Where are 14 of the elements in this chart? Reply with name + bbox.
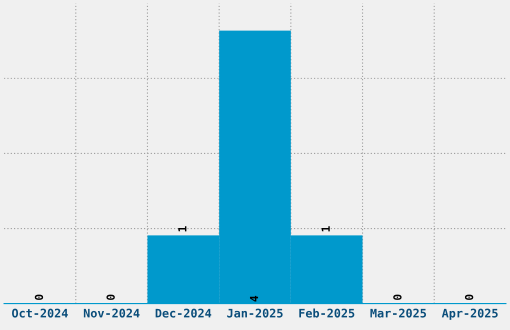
data-label: 0: [464, 294, 474, 300]
data-label: 0: [106, 294, 115, 300]
data-label: 4: [250, 296, 258, 302]
x-tick-label: Mar-2025: [370, 308, 426, 318]
data-label: 0: [34, 294, 44, 300]
x-tick-label: Apr-2025: [442, 308, 498, 320]
x-tick-label: Nov-2024: [84, 308, 140, 318]
x-tick-label: Dec-2024: [156, 308, 212, 318]
data-label: 1: [322, 226, 330, 232]
data-label: 1: [178, 226, 186, 232]
x-tick-label: Oct-2024: [12, 308, 68, 318]
data-label: 0: [393, 294, 402, 300]
x-tick-label: Feb-2025: [299, 308, 354, 318]
x-tick-label: Jan-2025: [227, 308, 283, 318]
